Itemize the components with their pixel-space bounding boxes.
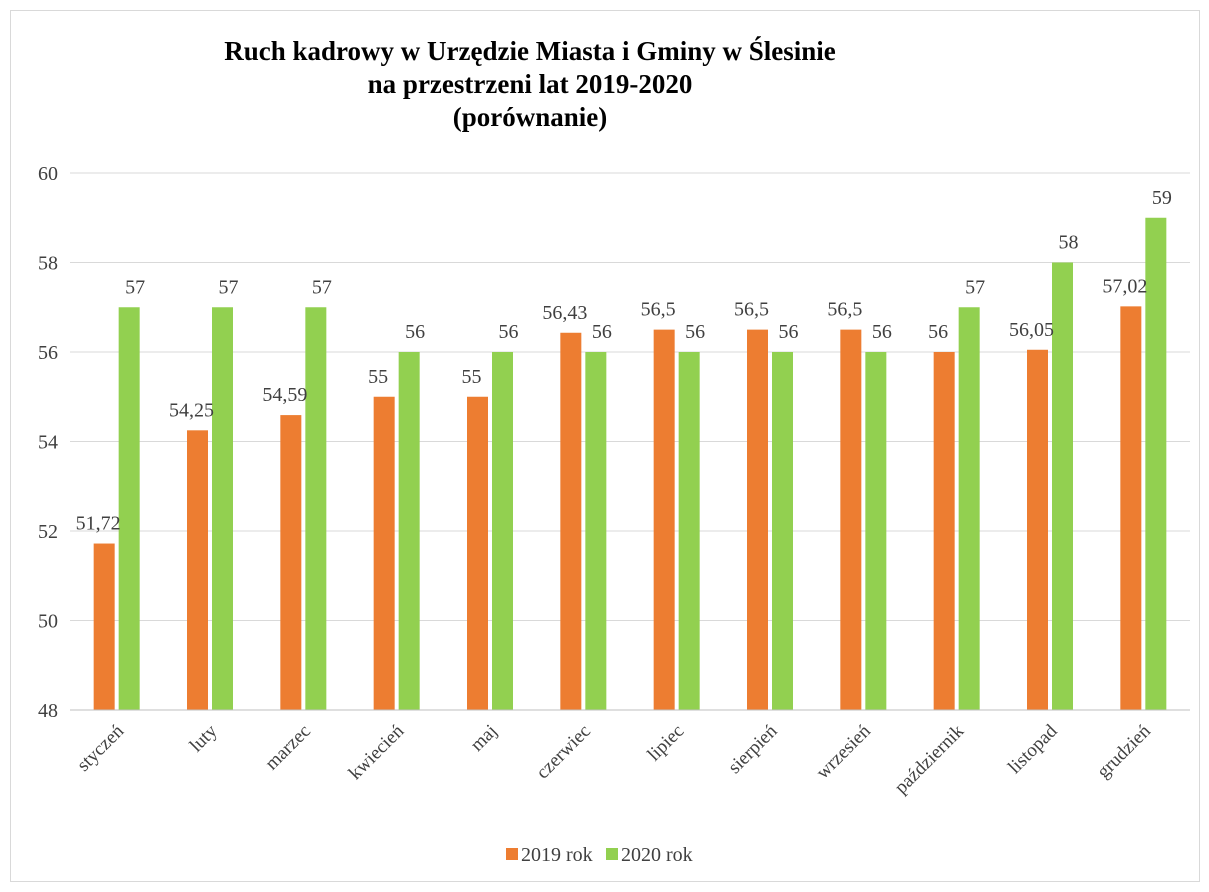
data-labels: 51,725754,255754,59575556555656,435656,5… [76,187,1172,535]
data-label: 56,5 [827,299,862,321]
bar-2019 [187,430,208,710]
x-tick-label: luty [186,720,222,756]
bar-2020 [305,307,327,710]
x-tick-label: lipiec [644,721,689,766]
bar-2020 [1145,217,1167,710]
bar-2020 [678,352,700,710]
legend-label: 2020 rok [621,844,693,866]
bar-2019 [467,396,488,710]
x-tick-label: sierpień [724,720,782,778]
data-label: 56 [592,321,612,343]
legend-swatch-2020 [606,848,618,860]
data-label: 56,5 [734,299,769,321]
x-tick-label: listopad [1004,720,1062,778]
data-label: 57 [312,276,332,298]
data-label: 56 [779,321,799,343]
legend-swatch-2019 [506,848,518,860]
chart-title-line-2: na przestrzeni lat 2019-2020 [367,69,693,99]
bar-2020 [865,352,887,710]
bar-2020 [958,307,980,710]
y-tick-label: 58 [38,253,58,275]
data-label: 56 [405,321,425,343]
x-tick-label: wrzesień [812,720,875,783]
x-tick-label: marzec [261,721,315,775]
data-label: 56 [685,321,705,343]
y-tick-label: 54 [38,432,58,454]
data-label: 58 [1059,232,1079,254]
data-label: 59 [1152,187,1172,209]
data-label: 57,02 [1102,275,1147,297]
bar-2019 [93,543,115,710]
bar-2019 [653,329,675,710]
bar-2020 [772,352,793,710]
y-tick-label: 52 [38,521,58,543]
y-tick-label: 60 [38,163,58,185]
data-label: 56 [928,321,948,343]
legend-label: 2019 rok [521,844,593,866]
chart-title: Ruch kadrowy w Urzędzie Miasta i Gminy w… [80,35,980,134]
chart-title-line-1: Ruch kadrowy w Urzędzie Miasta i Gminy w… [224,36,836,66]
bar-2019 [373,396,395,710]
x-tick-label: maj [467,721,502,756]
data-label: 57 [125,276,145,298]
x-tick-label: styczeń [73,720,128,775]
data-label: 54,59 [262,384,307,406]
data-label: 51,72 [76,513,121,535]
bar-2020 [492,352,513,710]
data-label: 57 [219,276,239,298]
bar-2019 [1120,306,1142,710]
bar-2020 [1052,262,1073,710]
bar-2020 [212,307,233,710]
bar-2020 [398,352,420,710]
x-tick-label: grudzień [1093,720,1155,782]
data-label: 55 [462,366,482,388]
bar-2020 [118,307,140,710]
data-label: 56 [872,321,892,343]
x-tick-label: czerwiec [532,721,595,784]
bar-2019 [280,415,302,710]
bar-2019 [840,329,862,710]
bar-2019 [747,329,768,710]
data-label: 57 [965,276,985,298]
chart-title-line-3: (porównanie) [452,102,608,132]
x-tick-label: październik [891,720,969,798]
data-label: 54,25 [169,399,214,421]
x-tick-label: kwiecień [345,720,409,784]
bar-2020 [585,352,607,710]
data-label: 56,05 [1009,319,1054,341]
bar-2019 [560,332,582,710]
bars [93,217,1167,710]
data-label: 56,5 [641,299,676,321]
data-label: 55 [368,366,388,388]
data-label: 56,43 [542,302,587,324]
gridlines [70,172,1190,711]
bar-2019 [933,352,955,710]
bar-2019 [1027,349,1048,710]
y-tick-label: 56 [38,342,58,364]
data-label: 56 [499,321,519,343]
axes: 48 50 52 54 56 58 60 styczeń luty marzec kwiecień m… [38,163,1190,798]
y-tick-label: 48 [38,700,58,722]
legend: 2019 rok 2020 rok [506,844,693,866]
y-tick-label: 50 [38,611,58,633]
